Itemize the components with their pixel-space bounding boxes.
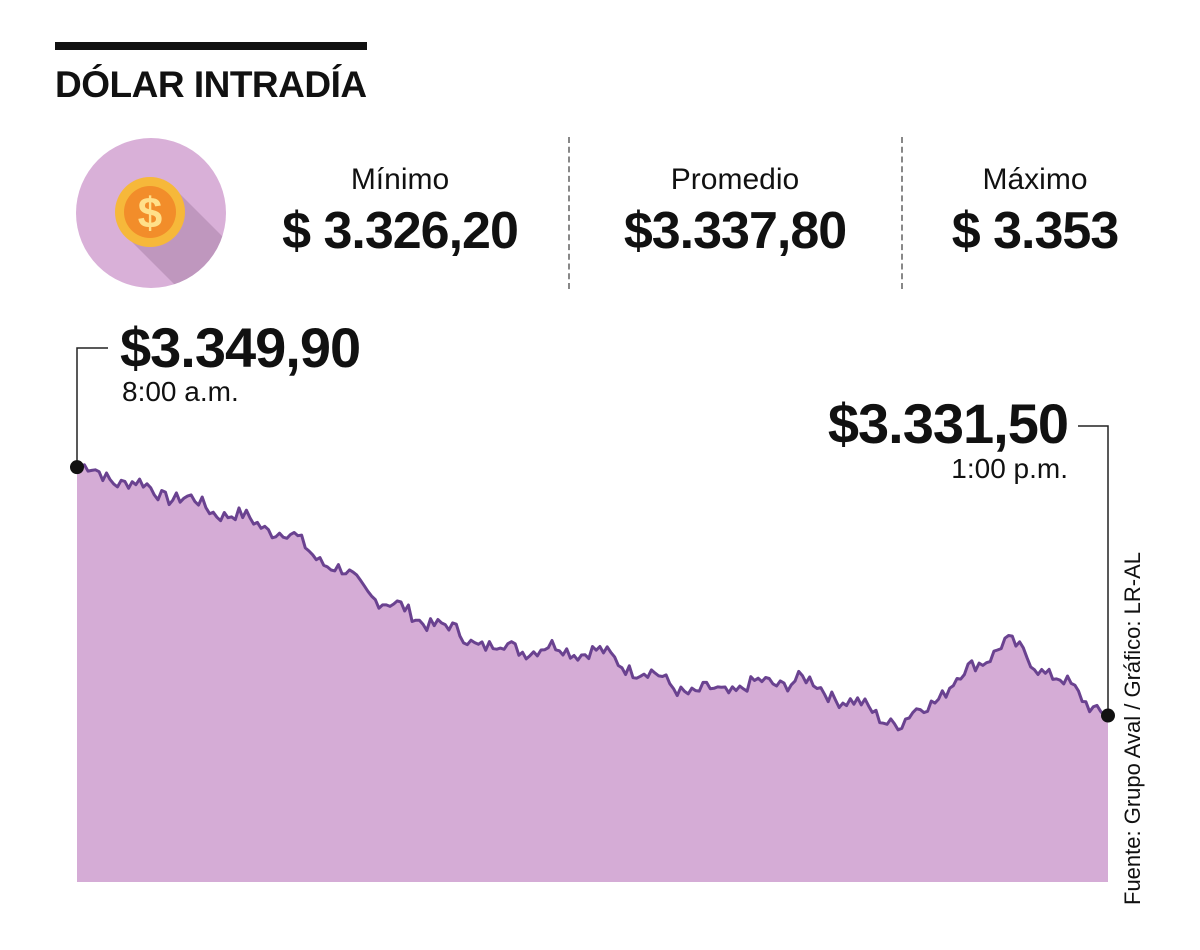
stat-divider	[568, 137, 570, 289]
area-fill	[77, 464, 1108, 882]
coin-inner	[124, 186, 176, 238]
series-line	[76, 463, 1109, 732]
source-credit: Fuente: Grupo Aval / Gráfico: LR-AL	[1120, 552, 1145, 905]
stat-minimum-label: Mínimo	[350, 163, 450, 196]
stat-average-label: Promedio	[670, 163, 800, 196]
start-leader-line	[76, 347, 108, 468]
start-value-label: $3.349,90	[120, 316, 361, 379]
stat-average: Promedio $3.337,80	[590, 160, 880, 262]
stat-minimum: Mínimo $ 3.326,20	[255, 160, 545, 262]
start-point-marker	[70, 460, 84, 475]
dollar-sign: $	[138, 189, 162, 238]
stat-average-value: $3.337,80	[623, 202, 847, 260]
end-value-label: $3.331,50	[827, 392, 1069, 455]
start-time-label: 8:00 a.m.	[122, 376, 239, 407]
stat-minimum-value: $ 3.326,20	[282, 202, 519, 260]
stat-maximum-label: Máximo	[982, 163, 1088, 196]
title-rule	[55, 42, 367, 50]
stat-maximum-value: $ 3.353	[951, 202, 1120, 260]
end-leader-line	[1078, 425, 1109, 716]
dollar-coin-icon: $	[76, 138, 226, 288]
end-point-marker	[1101, 708, 1115, 723]
stat-divider	[901, 137, 903, 289]
end-time-label: 1:00 p.m.	[951, 453, 1068, 484]
page-title: DÓLAR INTRADÍA	[55, 64, 367, 105]
stat-maximum: Máximo $ 3.353	[915, 160, 1155, 262]
